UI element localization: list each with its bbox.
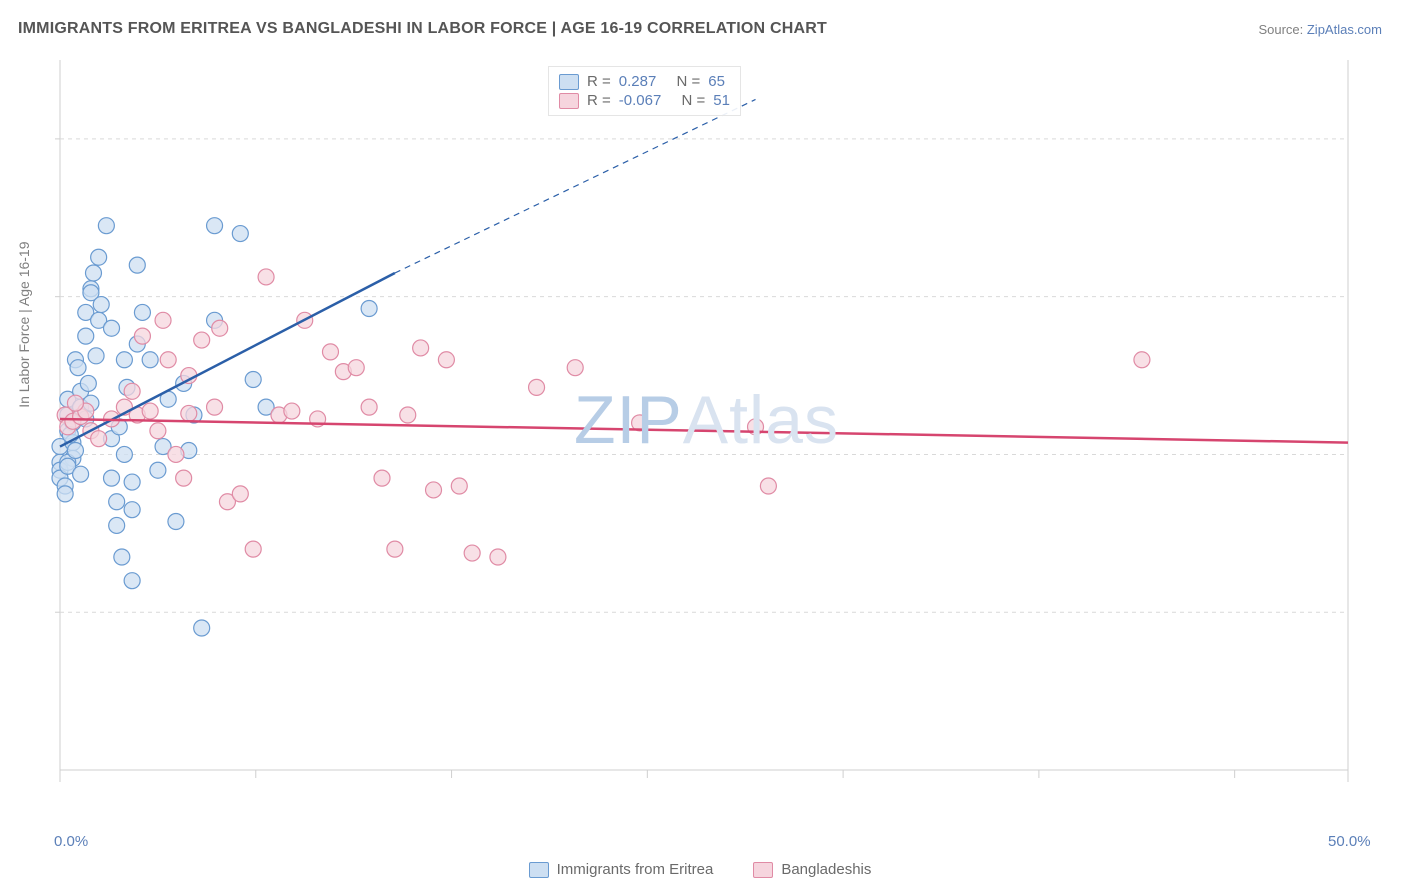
- legend-label-1: Immigrants from Eritrea: [557, 861, 714, 878]
- chart-title: IMMIGRANTS FROM ERITREA VS BANGLADESHI I…: [18, 20, 827, 38]
- legend-item-2: Bangladeshis: [753, 861, 871, 878]
- x-axis-min-label: 0.0%: [54, 833, 88, 850]
- legend-swatch-2: [753, 862, 773, 878]
- stats-legend-box: R = 0.287 N = 65 R = -0.067 N = 51: [548, 66, 741, 116]
- source-attribution: Source: ZipAtlas.com: [1258, 22, 1382, 37]
- source-link[interactable]: ZipAtlas.com: [1307, 22, 1382, 37]
- stats-row: R = 0.287 N = 65: [559, 73, 730, 90]
- correlation-chart: 20.0%40.0%60.0%80.0%: [18, 50, 1358, 820]
- legend-bottom: Immigrants from Eritrea Bangladeshis: [18, 861, 1382, 878]
- stats-row: R = -0.067 N = 51: [559, 92, 730, 109]
- y-axis-label: In Labor Force | Age 16-19: [16, 241, 32, 407]
- legend-label-2: Bangladeshis: [781, 861, 871, 878]
- source-label: Source:: [1258, 22, 1306, 37]
- x-axis-max-label: 50.0%: [1328, 833, 1371, 850]
- legend-item-1: Immigrants from Eritrea: [529, 861, 714, 878]
- chart-container: In Labor Force | Age 16-19 20.0%40.0%60.…: [18, 50, 1382, 882]
- legend-swatch-1: [529, 862, 549, 878]
